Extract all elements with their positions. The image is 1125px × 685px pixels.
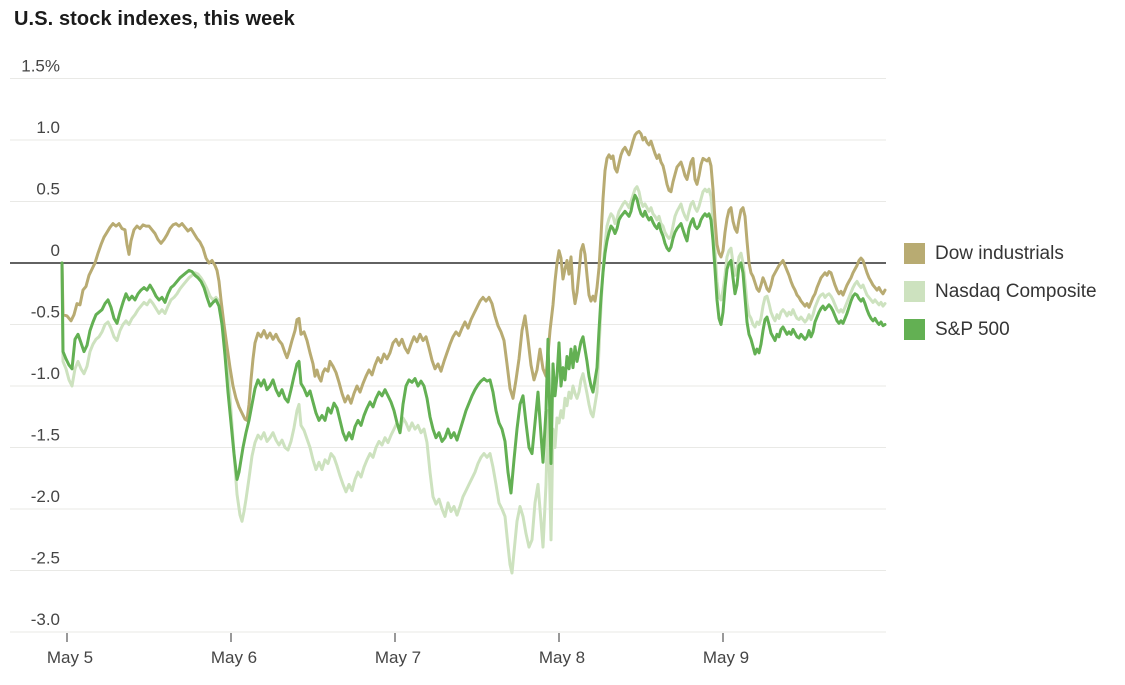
y-axis-label--1.0: -1.0 [31, 364, 60, 383]
legend-item-sp500: S&P 500 [904, 319, 1097, 340]
y-axis-label-0: 0 [51, 241, 60, 260]
x-axis-label-May 5: May 5 [47, 648, 93, 667]
y-axis-label-1.0: 1.0 [36, 118, 60, 137]
legend-label-sp500: S&P 500 [935, 318, 1010, 340]
y-axis-label--1.5: -1.5 [31, 426, 60, 445]
y-axis-label-0.5: 0.5 [36, 180, 60, 199]
y-axis-label-1.5%: 1.5% [21, 57, 60, 76]
x-axis-label-May 9: May 9 [703, 648, 749, 667]
x-axis-label-May 8: May 8 [539, 648, 585, 667]
x-axis-label-May 7: May 7 [375, 648, 421, 667]
x-axis-label-May 6: May 6 [211, 648, 257, 667]
chart-title: U.S. stock indexes, this week [14, 8, 295, 30]
legend-item-nasdaq: Nasdaq Composite [904, 281, 1097, 302]
series-line-dow-industrials [60, 129, 887, 422]
y-axis-label--0.5: -0.5 [31, 303, 60, 322]
series-line-nasdaq-composite [60, 185, 887, 575]
dow-swatch-icon [904, 243, 925, 264]
legend-item-dow: Dow industrials [904, 243, 1097, 264]
nasdaq-swatch-icon [904, 281, 925, 302]
sp500-swatch-icon [904, 319, 925, 340]
y-axis-label--2.0: -2.0 [31, 487, 60, 506]
series-line-s-p-500 [60, 193, 887, 495]
y-axis-label--2.5: -2.5 [31, 549, 60, 568]
chart-legend: Dow industrials Nasdaq Composite S&P 500 [904, 243, 1097, 357]
y-axis-label--3.0: -3.0 [31, 610, 60, 629]
legend-label-nasdaq: Nasdaq Composite [935, 280, 1097, 302]
legend-label-dow: Dow industrials [935, 242, 1064, 264]
